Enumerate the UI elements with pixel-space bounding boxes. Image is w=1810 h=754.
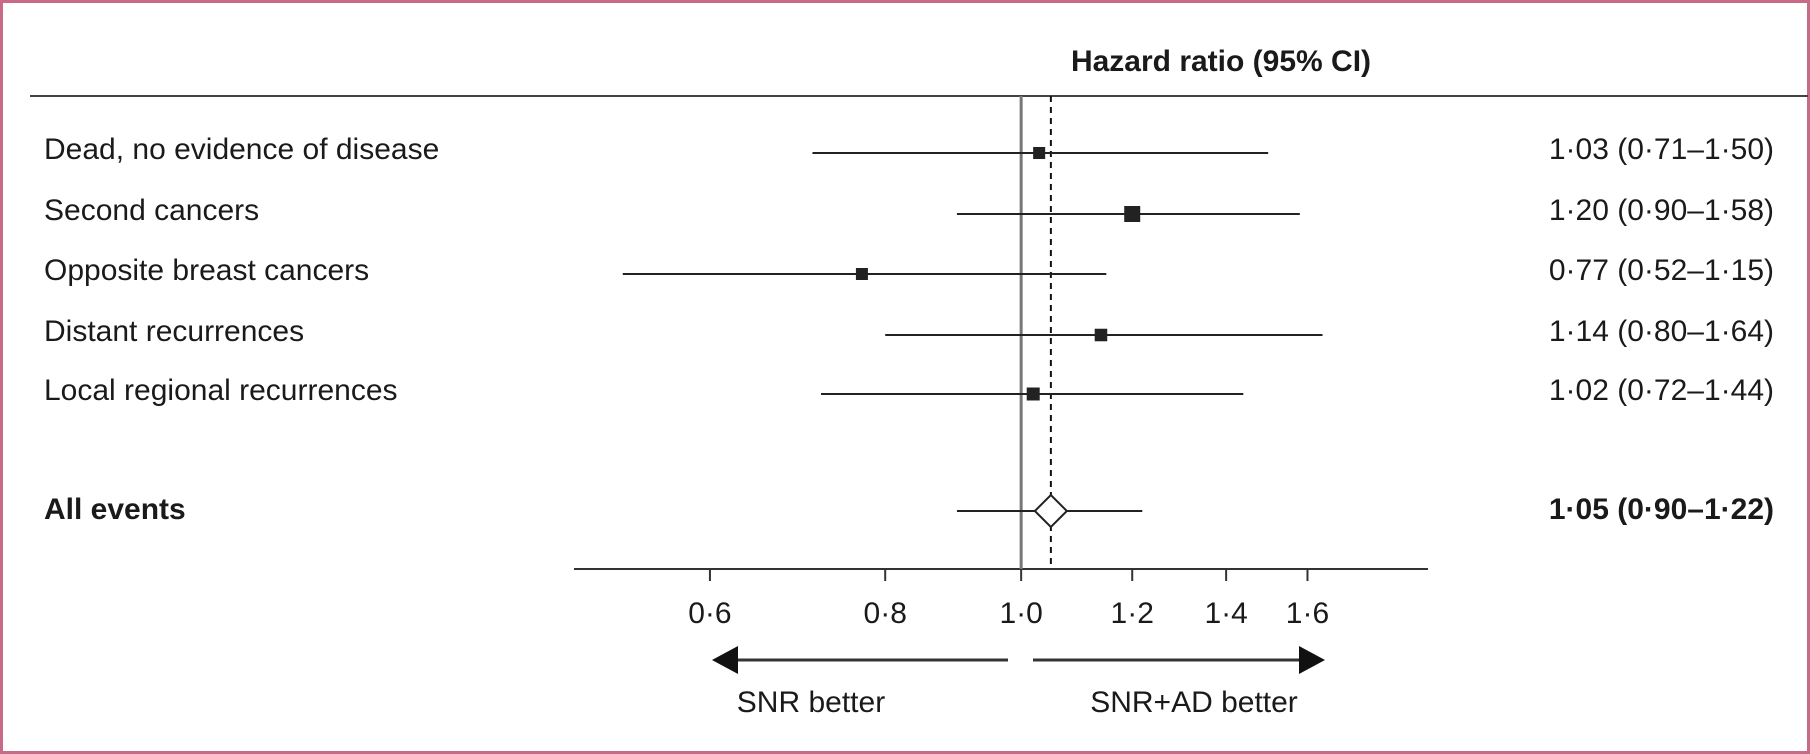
- value-label: 1·05 (0·90–1·22): [1549, 493, 1774, 526]
- x-tick-label: 1·4: [1204, 597, 1247, 630]
- row-label: Distant recurrences: [44, 315, 304, 348]
- row-label: Local regional recurrences: [44, 374, 398, 407]
- summary-diamond: [1033, 493, 1069, 529]
- point-estimate: [1124, 206, 1141, 222]
- value-label: 0·77 (0·52–1·15): [1549, 254, 1774, 287]
- left-arrow-head: [712, 646, 738, 674]
- value-label: 1·02 (0·72–1·44): [1549, 374, 1774, 407]
- row-label: Opposite breast cancers: [44, 254, 369, 287]
- x-tick-label: 1·6: [1286, 597, 1329, 630]
- value-label: 1·14 (0·80–1·64): [1549, 315, 1774, 348]
- x-tick-label: 1·2: [1111, 597, 1154, 630]
- x-tick-label: 1·0: [999, 597, 1042, 630]
- row-label: Dead, no evidence of disease: [44, 133, 439, 166]
- chart-title: Hazard ratio (95% CI): [1071, 45, 1371, 78]
- row-label: Second cancers: [44, 194, 259, 227]
- value-label: 1·20 (0·90–1·58): [1549, 194, 1774, 227]
- direction-label: SNR+AD better: [1090, 686, 1298, 719]
- point-estimate: [855, 268, 868, 280]
- direction-label: SNR better: [737, 686, 885, 719]
- right-arrow-head: [1299, 646, 1325, 674]
- point-estimate: [1026, 387, 1040, 401]
- x-tick-label: 0·6: [688, 597, 731, 630]
- row-label: All events: [44, 493, 186, 526]
- value-label: 1·03 (0·71–1·50): [1549, 133, 1774, 166]
- point-estimate: [1094, 328, 1108, 342]
- point-estimate: [1033, 146, 1046, 160]
- x-tick-label: 0·8: [864, 597, 907, 630]
